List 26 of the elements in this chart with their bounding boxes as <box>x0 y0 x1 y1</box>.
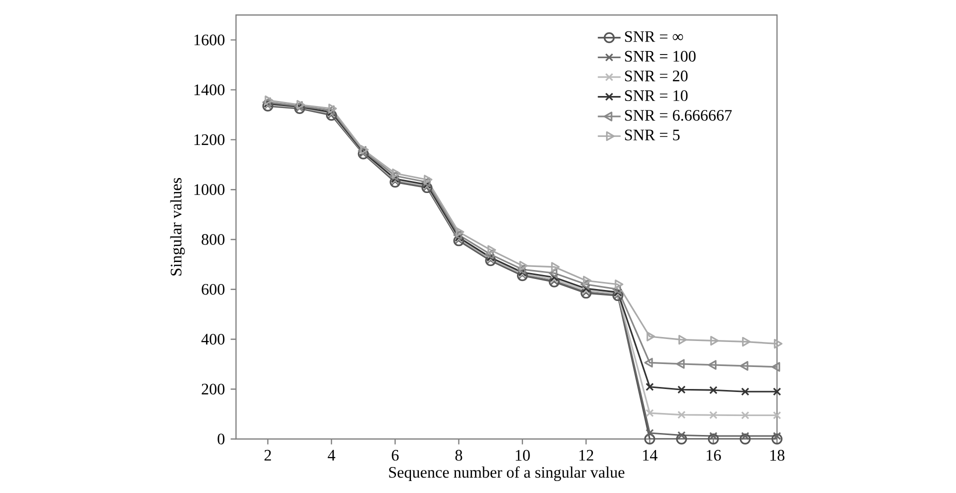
y-tick-label: 600 <box>202 284 224 295</box>
x-tick-label: 14 <box>643 450 658 460</box>
legend-label: SNR = ∞ <box>625 31 683 42</box>
x-tick-label: 16 <box>706 450 721 461</box>
y-tick-label: 0 <box>218 434 224 444</box>
legend-label: SNR = 100 <box>625 50 696 62</box>
y-tick-label: 1600 <box>194 34 224 46</box>
x-tick-label: 4 <box>328 450 336 460</box>
y-tick-label: 800 <box>202 234 224 245</box>
y-tick-label: 1200 <box>194 134 224 146</box>
y-tick-label: 1000 <box>194 184 224 195</box>
x-tick-label: 2 <box>264 450 271 461</box>
x-tick-label: 10 <box>516 450 530 461</box>
legend-label: SNR = 20 <box>625 70 688 82</box>
y-tick-label: 400 <box>201 334 224 345</box>
y-tick-label: 200 <box>202 384 224 395</box>
legend-label: SNR = 6.666667 <box>625 110 732 121</box>
x-tick-label: 12 <box>579 450 594 461</box>
y-tick-label: 1400 <box>194 84 224 96</box>
legend-label: SNR = 10 <box>625 90 688 102</box>
y-axis-title: Singular values <box>170 178 185 276</box>
x-tick-label: 18 <box>770 450 784 461</box>
legend-label: SNR = 5 <box>625 130 680 140</box>
x-tick-label: 8 <box>455 450 462 461</box>
x-tick-label: 6 <box>392 450 399 461</box>
x-axis-title: Sequence number of a singular value <box>389 466 624 482</box>
